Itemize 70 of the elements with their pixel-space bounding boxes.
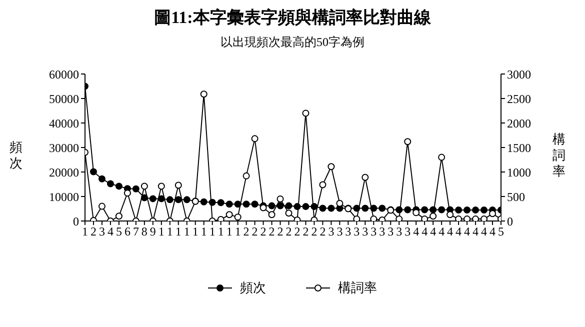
x-tick-label: 1 (209, 224, 216, 239)
x-tick-label: 1 (158, 224, 164, 239)
x-tick-label: 3 (345, 224, 352, 239)
x-tick-label: 1 (200, 224, 207, 239)
x-tick-label: 2 (311, 224, 318, 239)
x-tick-label: 2 (90, 224, 96, 239)
x-tick-label: 4 (490, 224, 496, 239)
y2-tick-label: 2500 (507, 92, 531, 106)
x-tick-label: 2 (252, 224, 258, 239)
x-tick-label: 4 (447, 224, 454, 239)
y2-tick-label: 1000 (507, 165, 531, 180)
x-tick-label: 1 (82, 224, 88, 239)
y-axis-title: 頻次 (10, 139, 22, 170)
y2-axis-title: 構詞率 (552, 131, 566, 178)
x-tick-label: 4 (422, 224, 428, 239)
x-tick-label: 4 (438, 224, 445, 239)
y-tick-label: 0 (73, 214, 79, 228)
x-tick-label: 3 (396, 224, 402, 239)
x-tick-label: 6 (124, 224, 130, 239)
y-tick-label: 40000 (49, 116, 79, 130)
y-tick-label: 50000 (49, 92, 79, 106)
chart-subtitle: 以出現頻次最高的50字為例 (220, 34, 366, 51)
x-tick-label: 2 (260, 224, 266, 239)
x-tick-label: 4 (472, 224, 479, 239)
x-tick-label: 5 (116, 224, 122, 239)
y2-tick-label: 3000 (507, 67, 531, 82)
x-tick-label: 3 (362, 224, 368, 239)
x-tick-label: 1 (226, 224, 232, 239)
x-tick-label: 2 (320, 224, 326, 239)
x-tick-label: 4 (107, 224, 114, 239)
x-tick-label: 7 (132, 224, 139, 239)
legend-label: 頻次 (240, 279, 266, 297)
x-tick-label: 3 (98, 224, 105, 239)
x-tick-label: 4 (430, 224, 436, 239)
y-tick-label: 60000 (49, 67, 79, 82)
x-tick-label: 1 (234, 224, 241, 239)
x-tick-label: 3 (379, 224, 386, 239)
x-tick-label: 2 (268, 224, 275, 239)
x-tick-label: 3 (328, 224, 334, 239)
y2-tick-label: 0 (507, 214, 513, 228)
x-tick-label: 1 (166, 224, 173, 239)
x-tick-label: 4 (464, 224, 470, 239)
x-tick-label: 9 (150, 224, 156, 239)
y-tick-label: 20000 (49, 165, 79, 180)
y-tick-label: 30000 (49, 140, 79, 155)
x-tick-label: 4 (413, 224, 420, 239)
x-tick-label: 3 (388, 224, 394, 239)
x-tick-label: 3 (336, 224, 343, 239)
y2-tick-label: 1500 (507, 140, 531, 155)
x-tick-label: 3 (354, 224, 360, 239)
x-tick-label: 4 (481, 224, 488, 239)
x-tick-label: 2 (302, 224, 309, 239)
x-tick-label: 2 (294, 224, 300, 239)
x-tick-label: 2 (243, 224, 250, 239)
x-tick-label: 3 (370, 224, 377, 239)
x-tick-label: 2 (286, 224, 292, 239)
y2-tick-label: 500 (507, 190, 525, 204)
x-tick-label: 5 (498, 224, 504, 239)
x-tick-label: 8 (141, 224, 148, 239)
y-tick-label: 10000 (49, 190, 79, 204)
legend-label: 構詞率 (338, 279, 377, 297)
x-tick-label: 1 (192, 224, 198, 239)
x-tick-label: 3 (404, 224, 411, 239)
chart-title: 圖11:本字彙表字頻與構詞率比對曲線 (153, 7, 432, 29)
x-tick-label: 4 (456, 224, 462, 239)
x-tick-label: 2 (277, 224, 284, 239)
x-tick-label: 1 (184, 224, 190, 239)
x-tick-label: 1 (175, 224, 182, 239)
x-tick-label: 1 (218, 224, 224, 239)
y2-tick-label: 2000 (507, 116, 531, 130)
